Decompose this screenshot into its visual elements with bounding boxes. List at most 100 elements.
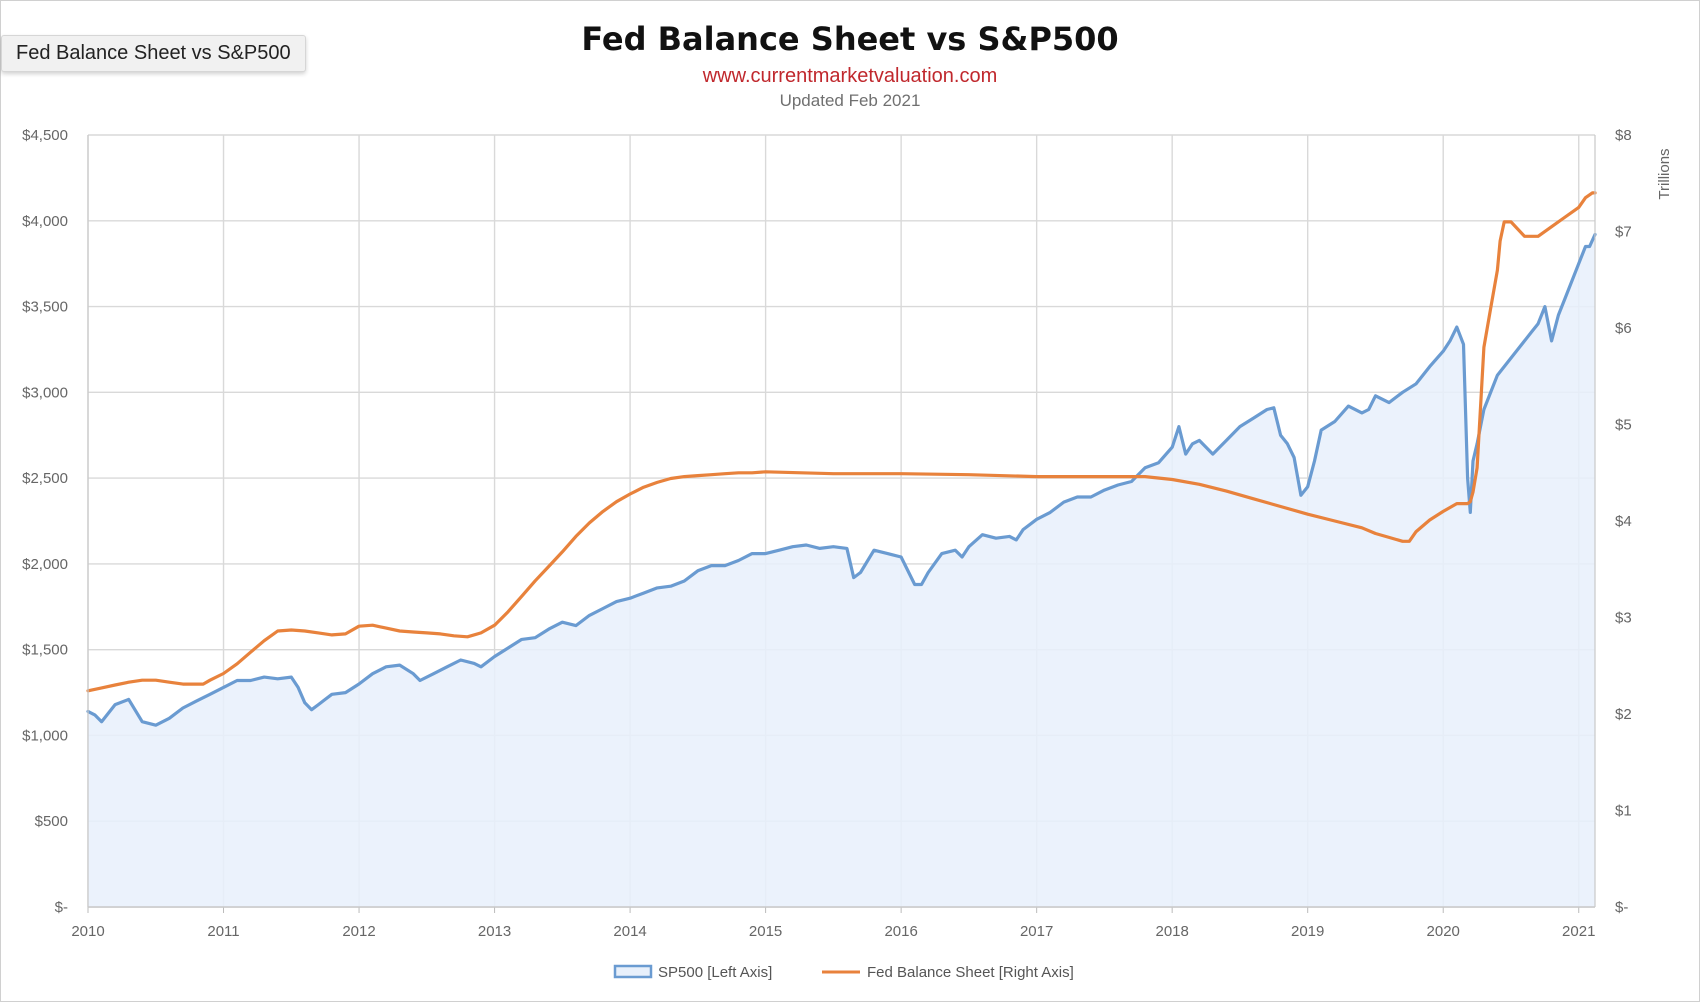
fed-data-point	[1307, 513, 1309, 515]
sp500-data-point	[1442, 350, 1444, 352]
fed-data-point	[1388, 536, 1390, 539]
sp500-data-point	[1171, 446, 1173, 448]
sp500-data-point	[419, 679, 421, 682]
sp500-data-point	[128, 698, 130, 701]
sp500-data-point	[141, 721, 143, 723]
fed-data-point	[236, 663, 238, 665]
x-tick-label: 2014	[613, 923, 646, 940]
sp500-data-point	[1578, 263, 1580, 265]
sp500-data-point	[643, 592, 645, 594]
sp500-data-point	[1158, 462, 1160, 464]
fed-data-point	[1103, 476, 1105, 478]
sp500-data-point	[399, 664, 401, 666]
fed-data-point	[168, 681, 170, 683]
y-right-tick-label: $7	[1615, 224, 1632, 241]
y-left-tick-label: $4,500	[22, 127, 68, 144]
sp500-data-point	[101, 721, 103, 723]
sp500-data-point	[1178, 426, 1180, 428]
sp500-data-point	[1049, 511, 1051, 513]
sp500-data-point	[1449, 340, 1451, 342]
fed-data-point	[643, 486, 645, 488]
fed-data-point	[1469, 501, 1471, 503]
fed-data-point	[765, 471, 767, 473]
sp500-data-point	[1530, 331, 1532, 333]
sp500-data-point	[1347, 405, 1349, 407]
y-right-tick-label: $2	[1615, 706, 1632, 723]
sp500-data-point	[1313, 460, 1316, 462]
fed-data-point	[466, 636, 469, 638]
sp500-data-point	[1551, 340, 1553, 342]
y-right-tick-label: $1	[1615, 803, 1632, 820]
sp500-data-point	[290, 676, 292, 678]
fed-data-point	[1408, 540, 1410, 542]
fed-data-point	[1564, 216, 1566, 218]
sp500-data-point	[873, 549, 875, 551]
sp500-data-point	[561, 621, 563, 623]
sp500-data-point	[697, 570, 699, 572]
sp500-data-point	[1483, 408, 1485, 411]
sp500-data-point	[1117, 484, 1119, 486]
fed-data-point	[1537, 235, 1539, 237]
y-left-tick-label: $2,500	[22, 470, 68, 487]
fed-data-point	[1198, 483, 1200, 485]
sp500-data-point	[961, 556, 963, 558]
sp500-data-point	[1510, 357, 1512, 359]
sp500-data-point	[480, 666, 482, 668]
fed-data-point	[1591, 192, 1593, 194]
sp500-data-point	[1537, 323, 1539, 325]
fed-data-point	[385, 627, 387, 629]
sp500-data-point	[494, 655, 496, 658]
fed-data-point	[155, 679, 157, 681]
sp500-data-point	[1557, 314, 1559, 316]
x-tick-label: 2017	[1020, 923, 1053, 940]
sp500-data-point	[168, 717, 170, 719]
fed-balance-sheet-line	[86, 191, 1597, 693]
sp500-data-point	[1429, 366, 1431, 368]
sp500-data-point	[507, 647, 509, 649]
fed-data-point	[101, 687, 103, 689]
fed-data-point	[737, 472, 740, 474]
sp500-data-point	[819, 547, 821, 550]
sp500-data-point	[900, 556, 902, 558]
sp500-data-point	[615, 601, 618, 603]
fed-data-point	[1374, 532, 1377, 535]
fed-data-point	[710, 474, 713, 476]
fed-data-point	[128, 681, 130, 683]
x-tick-label: 2021	[1562, 923, 1595, 940]
sp500-area-fill	[88, 234, 1595, 907]
chart-updated-note: Updated Feb 2021	[780, 91, 921, 110]
sp500-data-point	[629, 597, 631, 599]
sp500-data-point	[1544, 306, 1546, 308]
fed-data-point	[317, 632, 319, 634]
fed-data-point	[968, 474, 970, 476]
sp500-data-point	[1496, 374, 1498, 376]
sp500-data-point	[209, 693, 211, 695]
sp500-data-point	[385, 666, 387, 668]
sp500-data-point	[1063, 501, 1065, 503]
sp500-data-point	[317, 704, 319, 706]
chart-source-url[interactable]: www.currentmarketvaluation.com	[702, 65, 998, 87]
sp500-data-point	[236, 679, 238, 682]
fed-data-point	[277, 630, 279, 632]
x-tick-label: 2018	[1155, 923, 1188, 940]
legend-sp500-label: SP500 [Left Axis]	[658, 964, 772, 981]
x-tick-label: 2010	[71, 923, 104, 940]
sp500-data-point	[446, 666, 448, 668]
sp500-data-point	[1144, 467, 1146, 469]
sp500-data-point	[887, 553, 889, 555]
fed-data-point	[331, 634, 333, 636]
sp500-data-point	[995, 537, 997, 539]
fed-data-point	[1472, 491, 1474, 493]
sp500-data-point	[1036, 518, 1038, 520]
sp500-data-point	[751, 553, 753, 555]
sp500-data-point	[521, 638, 523, 641]
sp500-data-point	[297, 686, 299, 689]
fed-data-point	[832, 473, 835, 475]
y-left-tick-label: $1,500	[22, 642, 68, 659]
sp500-data-point	[832, 546, 835, 548]
sp500-data-point	[941, 553, 943, 555]
sp500-data-point	[1584, 245, 1587, 248]
sp500-data-point	[1185, 453, 1187, 455]
sp500-data-point	[1191, 443, 1194, 445]
fed-data-point	[1467, 503, 1469, 505]
